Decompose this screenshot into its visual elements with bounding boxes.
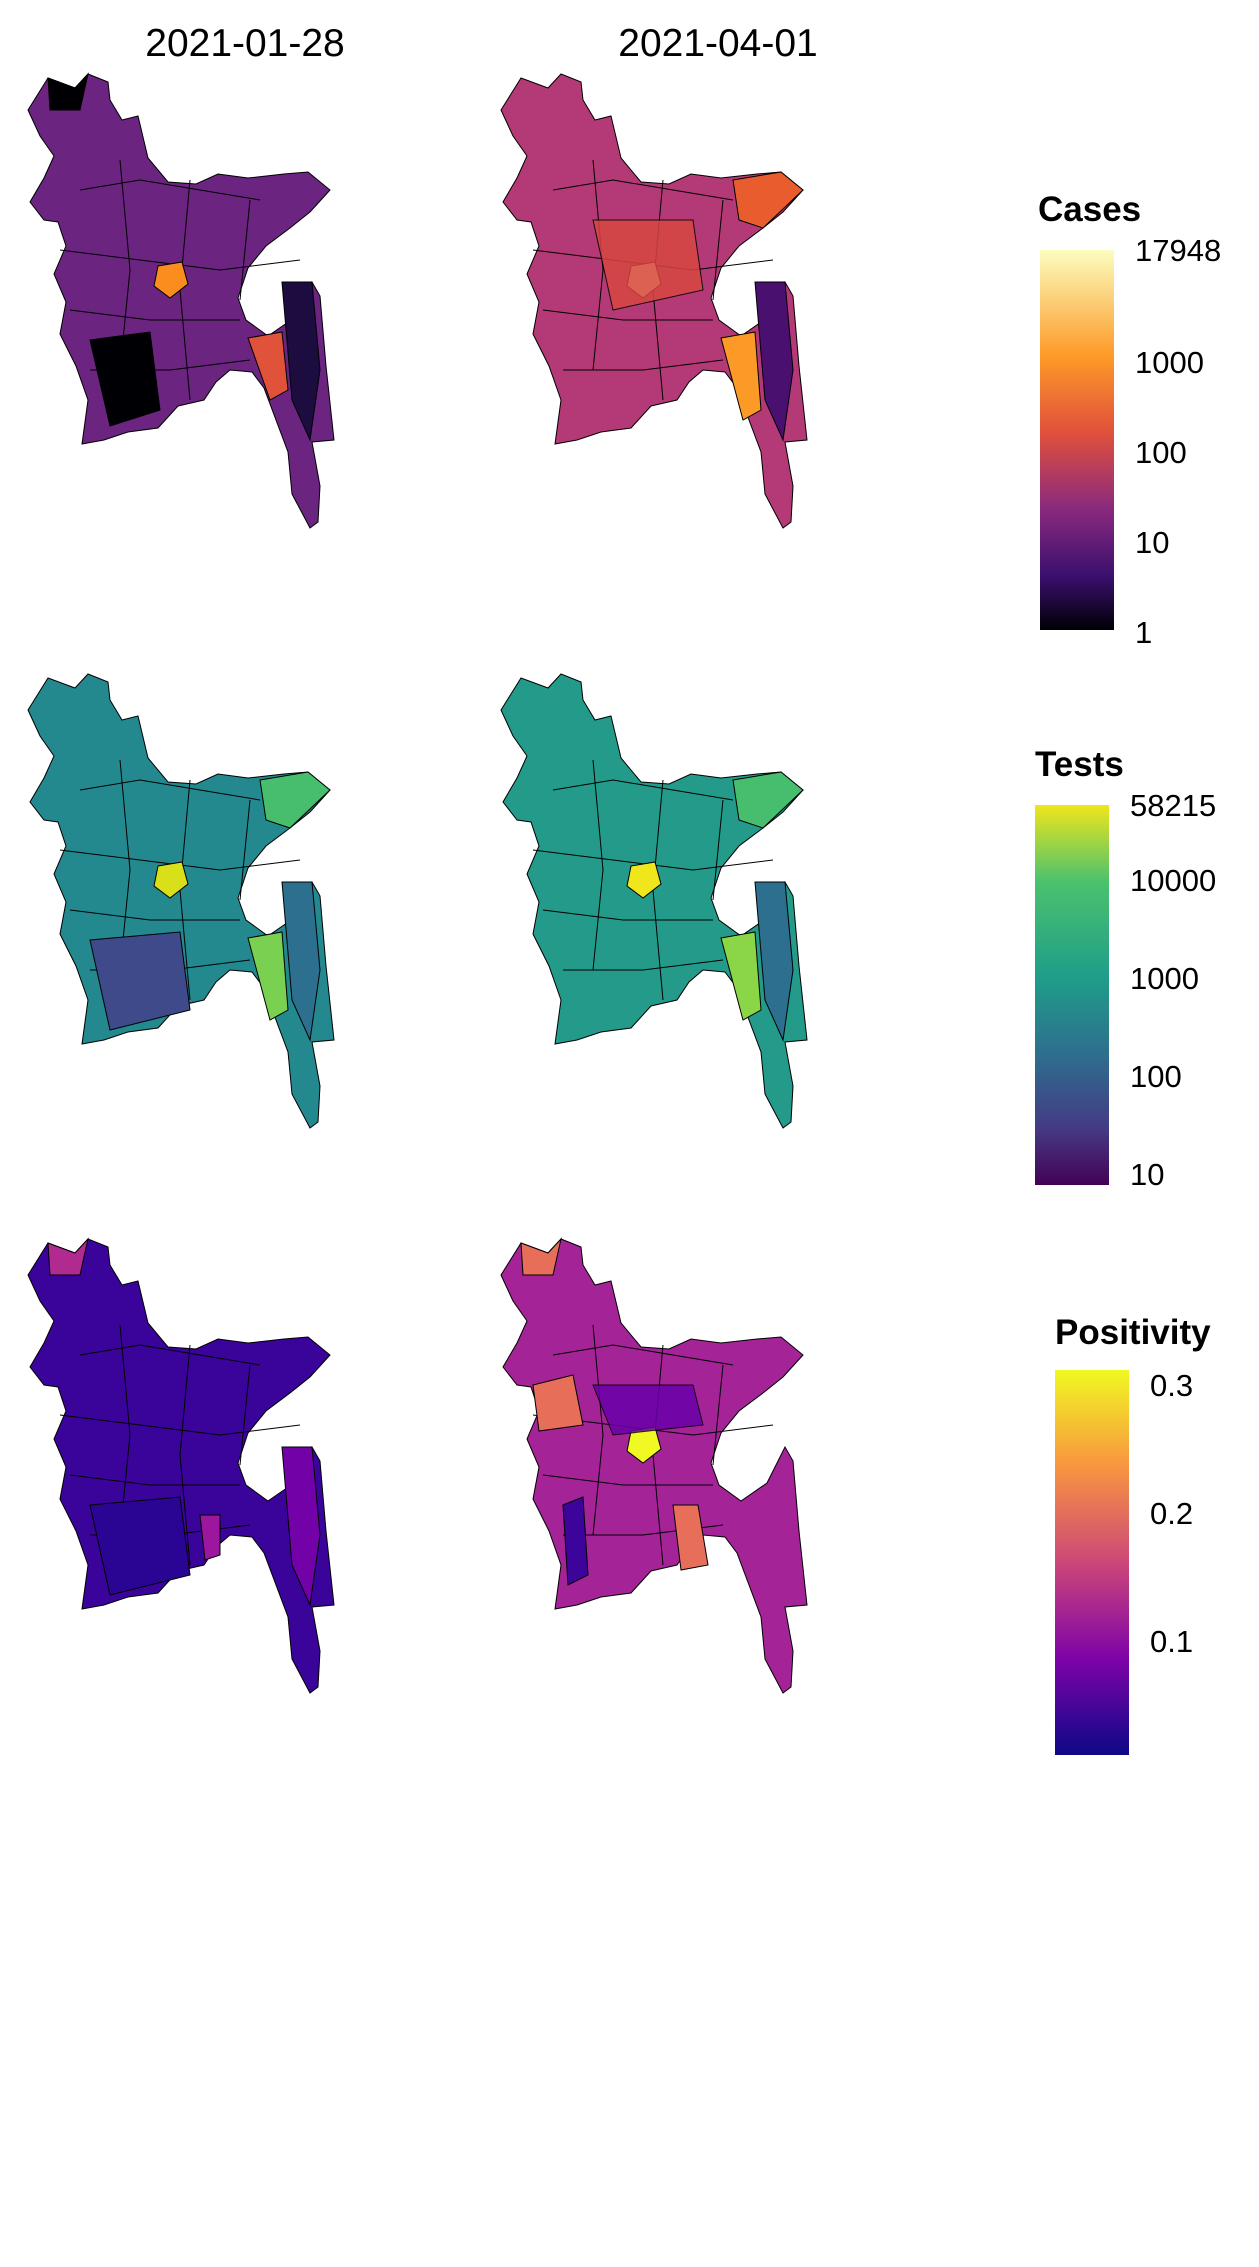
- dhaka-region: [153, 861, 189, 899]
- legend-bar-positivity: [1055, 1370, 1129, 1755]
- legend-tick-tests-4: 10: [1130, 1157, 1165, 1192]
- east-region: [754, 881, 794, 1042]
- se-region: [720, 931, 762, 1021]
- map-tests-2021-04-01: [500, 673, 808, 1129]
- s-region: [199, 1514, 221, 1561]
- se-region: [720, 331, 762, 421]
- legend-tick-tests-1: 10000: [1130, 863, 1217, 898]
- map-cases-2021-01-28: [27, 72, 335, 529]
- nw-region: [47, 72, 89, 111]
- east-region: [754, 281, 794, 442]
- legend-bar-tests: [1035, 805, 1109, 1185]
- map-tests-2021-01-28: [27, 673, 335, 1129]
- south-region: [89, 1496, 191, 1596]
- legend-tick-cases-3: 10: [1135, 525, 1170, 560]
- map-positivity-2021-04-01: [500, 1237, 808, 1694]
- center-region: [592, 1384, 704, 1436]
- se-region: [247, 331, 289, 401]
- center-region: [592, 219, 704, 311]
- legend-tick-cases-0: 17948: [1135, 233, 1222, 268]
- legend-tick-cases-4: 1: [1135, 615, 1153, 650]
- map-positivity-2021-01-28: [27, 1237, 335, 1694]
- dhaka-region: [626, 861, 662, 899]
- dhaka-region: [153, 261, 189, 299]
- column-title-1: 2021-01-28: [145, 22, 345, 65]
- map-cases-2021-04-01: [500, 73, 808, 529]
- s-region: [672, 1504, 709, 1571]
- legend-tick-tests-0: 58215: [1130, 788, 1217, 823]
- legend-title-tests: Tests: [1035, 745, 1124, 784]
- nw-region: [520, 1237, 562, 1276]
- east-region: [281, 881, 321, 1042]
- column-title-2: 2021-04-01: [618, 22, 818, 65]
- legend-tick-cases-1: 1000: [1135, 345, 1204, 380]
- legend-bar-cases: [1040, 250, 1114, 630]
- sw-region: [89, 331, 161, 427]
- ne-region: [732, 771, 804, 829]
- legend-tick-positivity-0: 0.3: [1150, 1368, 1194, 1403]
- south-region: [89, 931, 191, 1031]
- legend-title-positivity: Positivity: [1055, 1313, 1211, 1352]
- east-region: [281, 281, 321, 442]
- sw-region: [562, 1496, 589, 1586]
- nw-region: [47, 1237, 89, 1276]
- ne-region: [732, 171, 804, 229]
- legend-tick-tests-3: 100: [1130, 1059, 1182, 1094]
- se-region: [247, 931, 289, 1021]
- west-region: [532, 1374, 584, 1432]
- legend-tick-cases-2: 100: [1135, 435, 1187, 470]
- legend-tick-positivity-1: 0.2: [1150, 1496, 1194, 1531]
- legend-title-cases: Cases: [1038, 190, 1142, 229]
- legend-tick-positivity-2: 0.1: [1150, 1624, 1194, 1659]
- east-region: [281, 1446, 321, 1607]
- ne-region: [259, 771, 331, 829]
- legend-tick-tests-2: 1000: [1130, 961, 1199, 996]
